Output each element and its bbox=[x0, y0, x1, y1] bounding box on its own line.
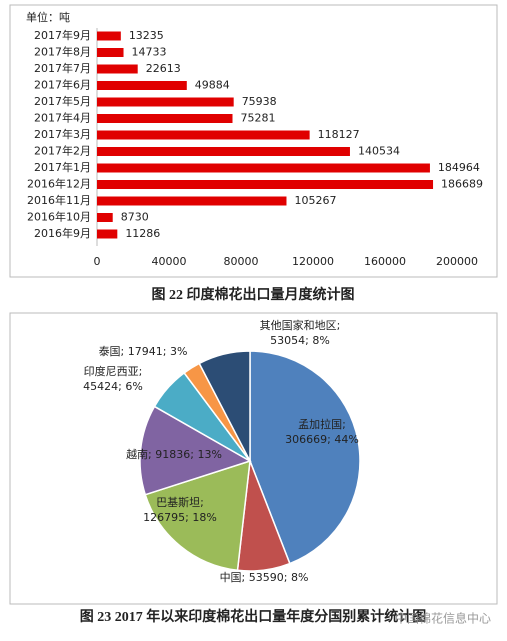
data-label: 13235 bbox=[129, 29, 164, 42]
x-tick-label: 80000 bbox=[224, 255, 259, 268]
data-label: 53054; 8% bbox=[270, 334, 330, 347]
y-tick-label: 2017年4月 bbox=[34, 111, 91, 125]
pie-slice bbox=[144, 459, 251, 572]
watermark: 中国棉花信息中心 bbox=[395, 611, 491, 626]
data-label: 泰国; 17941; 3% bbox=[99, 344, 188, 358]
unit-label: 单位：吨 bbox=[26, 10, 70, 24]
data-label: 印度尼西亚; bbox=[84, 364, 143, 378]
y-tick-label: 2017年9月 bbox=[34, 28, 91, 42]
y-tick-label: 2016年9月 bbox=[34, 226, 91, 240]
bar bbox=[97, 64, 138, 74]
data-label: 巴基斯坦; bbox=[156, 495, 204, 509]
data-label: 75938 bbox=[242, 95, 277, 108]
data-label: 其他国家和地区; bbox=[260, 318, 341, 332]
y-tick-label: 2017年2月 bbox=[34, 144, 91, 158]
x-tick-label: 120000 bbox=[292, 255, 334, 268]
data-label: 14733 bbox=[132, 46, 167, 59]
y-tick-label: 2016年10月 bbox=[27, 210, 91, 224]
data-label: 49884 bbox=[195, 79, 230, 92]
bar bbox=[97, 48, 124, 57]
bar bbox=[97, 31, 121, 41]
y-tick-label: 2016年12月 bbox=[27, 177, 91, 191]
caption: 图 23 2017 年以来印度棉花出口量年度分国别累计统计图 bbox=[80, 608, 427, 625]
bar bbox=[97, 163, 430, 173]
data-label: 越南; 91836; 13% bbox=[126, 447, 222, 461]
data-label: 孟加拉国; bbox=[298, 417, 346, 431]
bar bbox=[97, 180, 434, 189]
y-tick-label: 2017年1月 bbox=[34, 160, 91, 174]
x-tick-label: 40000 bbox=[152, 255, 187, 268]
data-label: 22613 bbox=[146, 62, 181, 75]
y-tick-label: 2016年11月 bbox=[27, 193, 91, 207]
bar bbox=[97, 147, 350, 156]
data-label: 126795; 18% bbox=[143, 511, 217, 524]
y-tick-label: 2017年7月 bbox=[34, 61, 91, 75]
y-tick-label: 2017年8月 bbox=[34, 45, 91, 59]
bar bbox=[97, 81, 187, 90]
bar bbox=[97, 213, 113, 222]
chart-frame bbox=[9, 4, 498, 278]
data-label: 8730 bbox=[121, 211, 149, 224]
data-label: 184964 bbox=[438, 161, 480, 174]
bar bbox=[97, 196, 287, 206]
bar bbox=[97, 229, 118, 239]
data-label: 306669; 44% bbox=[285, 433, 359, 446]
pie-slice bbox=[198, 350, 251, 462]
x-tick-label: 160000 bbox=[364, 255, 406, 268]
pie-slice bbox=[139, 405, 252, 496]
data-label: 45424; 6% bbox=[83, 380, 143, 393]
bar bbox=[97, 114, 233, 123]
data-label: 11286 bbox=[125, 227, 160, 240]
data-label: 75281 bbox=[241, 112, 276, 125]
y-tick-label: 2017年6月 bbox=[34, 78, 91, 92]
bar bbox=[97, 130, 310, 140]
bar bbox=[97, 97, 234, 107]
y-tick-label: 2017年3月 bbox=[34, 127, 91, 141]
data-label: 105267 bbox=[294, 194, 336, 207]
x-tick-label: 0 bbox=[94, 255, 101, 268]
data-label: 中国; 53590; 8% bbox=[220, 571, 309, 584]
x-tick-label: 200000 bbox=[436, 255, 478, 268]
data-label: 186689 bbox=[441, 178, 483, 191]
data-label: 140534 bbox=[358, 145, 400, 158]
caption: 图 22 印度棉花出口量月度统计图 bbox=[152, 286, 355, 303]
data-label: 118127 bbox=[318, 128, 360, 141]
pie-slice bbox=[249, 350, 361, 565]
y-tick-label: 2017年5月 bbox=[34, 94, 91, 108]
